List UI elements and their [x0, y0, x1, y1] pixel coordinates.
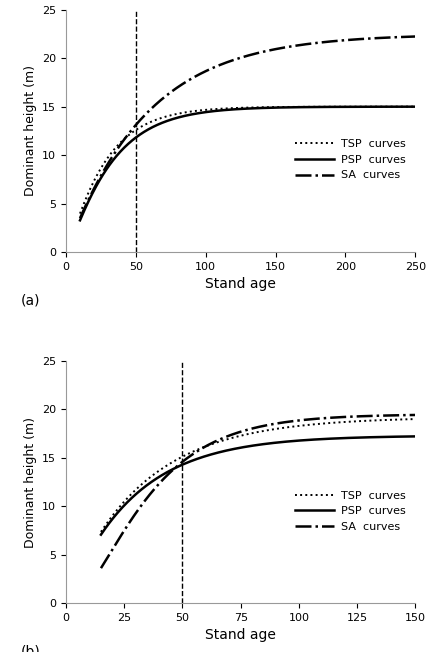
X-axis label: Stand age: Stand age — [205, 277, 276, 291]
Y-axis label: Dominant height (m): Dominant height (m) — [23, 65, 37, 196]
SA  curves — [137, 117, 142, 125]
TSP  curves — [275, 103, 280, 111]
PSP  curves — [241, 443, 246, 451]
Line: TSP  curves: TSP curves — [101, 419, 415, 532]
SA  curves — [413, 33, 418, 40]
TSP  curves — [164, 113, 169, 121]
SA  curves — [78, 215, 83, 222]
Line: SA  curves: SA curves — [101, 415, 415, 568]
Text: (a): (a) — [20, 293, 40, 307]
PSP  curves — [275, 104, 280, 111]
PSP  curves — [308, 436, 314, 443]
PSP  curves — [301, 103, 306, 111]
PSP  curves — [413, 103, 418, 111]
SA  curves — [284, 418, 289, 426]
X-axis label: Stand age: Stand age — [205, 629, 276, 642]
PSP  curves — [229, 106, 234, 113]
TSP  curves — [98, 528, 104, 536]
TSP  curves — [330, 103, 335, 111]
Y-axis label: Dominant height (m): Dominant height (m) — [23, 417, 37, 548]
PSP  curves — [137, 131, 142, 139]
TSP  curves — [78, 210, 83, 218]
SA  curves — [330, 37, 335, 45]
SA  curves — [413, 411, 418, 419]
SA  curves — [335, 413, 340, 421]
SA  curves — [98, 564, 104, 572]
TSP  curves — [154, 469, 159, 477]
TSP  curves — [335, 419, 340, 426]
TSP  curves — [308, 421, 314, 428]
PSP  curves — [164, 117, 169, 125]
PSP  curves — [413, 432, 418, 440]
TSP  curves — [413, 103, 418, 111]
SA  curves — [301, 40, 306, 48]
SA  curves — [164, 92, 169, 100]
TSP  curves — [179, 453, 184, 461]
SA  curves — [179, 458, 184, 466]
PSP  curves — [335, 434, 340, 442]
PSP  curves — [154, 475, 159, 482]
SA  curves — [241, 427, 246, 435]
Line: SA  curves: SA curves — [80, 37, 415, 218]
TSP  curves — [301, 103, 306, 111]
TSP  curves — [229, 104, 234, 112]
PSP  curves — [98, 531, 104, 539]
Text: (b): (b) — [20, 644, 40, 652]
Line: TSP  curves: TSP curves — [80, 107, 415, 214]
Line: PSP  curves: PSP curves — [101, 436, 415, 535]
Line: PSP  curves: PSP curves — [80, 107, 415, 220]
PSP  curves — [330, 103, 335, 111]
PSP  curves — [284, 437, 289, 445]
SA  curves — [275, 45, 280, 53]
TSP  curves — [137, 124, 142, 132]
TSP  curves — [413, 415, 418, 423]
PSP  curves — [78, 216, 83, 224]
PSP  curves — [179, 461, 184, 469]
Legend: TSP  curves, PSP  curves, SA  curves: TSP curves, PSP curves, SA curves — [291, 486, 410, 536]
SA  curves — [229, 57, 234, 65]
TSP  curves — [284, 424, 289, 432]
Legend: TSP  curves, PSP  curves, SA  curves: TSP curves, PSP curves, SA curves — [291, 135, 410, 185]
SA  curves — [154, 482, 159, 490]
TSP  curves — [241, 431, 246, 439]
SA  curves — [308, 415, 314, 423]
